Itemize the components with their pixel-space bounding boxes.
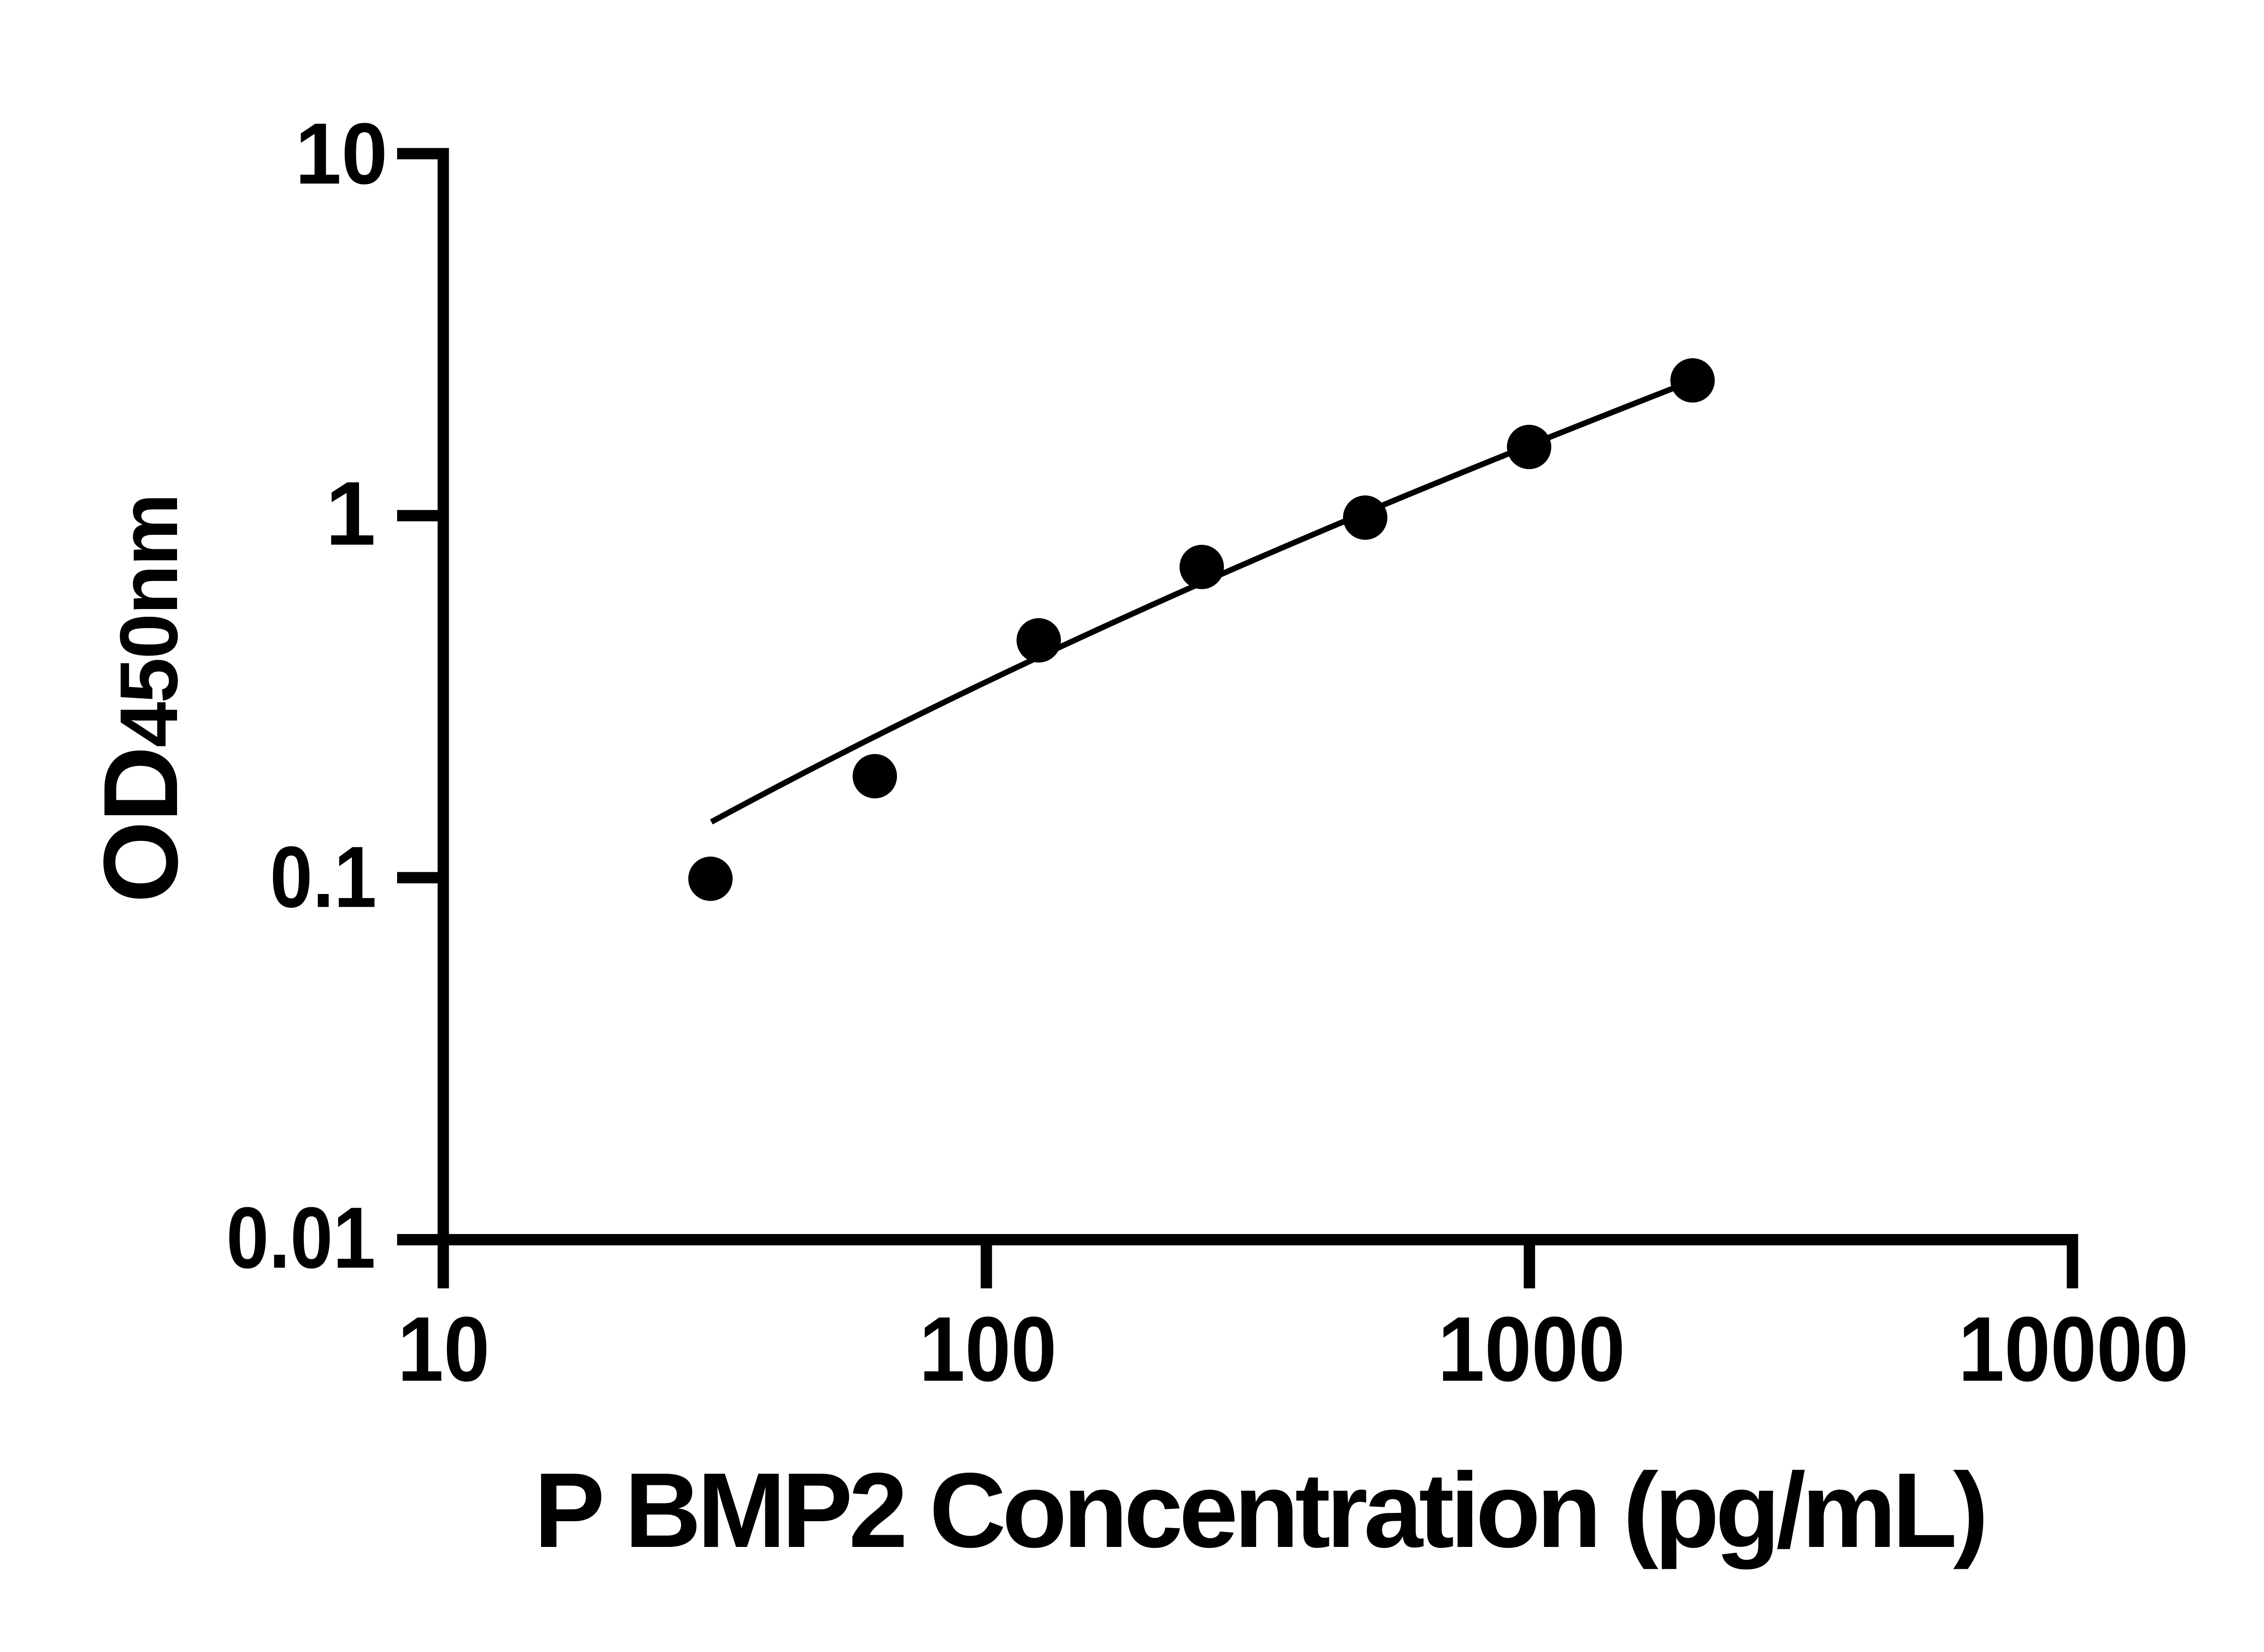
svg-text:10: 10 [295, 105, 388, 202]
svg-text:1000: 1000 [1438, 1298, 1625, 1401]
svg-text:P BMP2 Concentration (pg/mL): P BMP2 Concentration (pg/mL) [534, 1450, 1984, 1570]
svg-text:0.01: 0.01 [226, 1190, 376, 1287]
svg-text:OD450nm: OD450nm [82, 495, 200, 903]
svg-text:10000: 10000 [1958, 1297, 2189, 1400]
svg-text:1: 1 [326, 463, 376, 564]
svg-text:10: 10 [398, 1297, 490, 1400]
svg-text:100: 100 [919, 1297, 1057, 1400]
svg-text:0.1: 0.1 [270, 829, 377, 926]
